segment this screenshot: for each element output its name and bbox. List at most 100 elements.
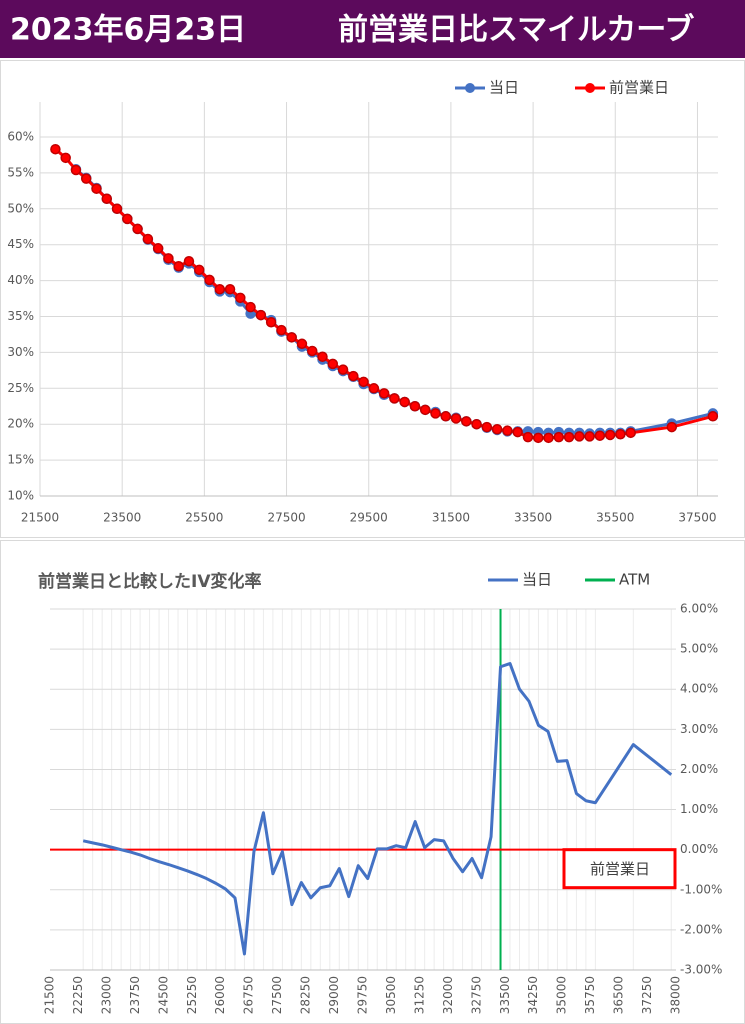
x-tick-label: 21500: [43, 976, 57, 1014]
point: [235, 292, 246, 304]
y-tick-label: 6.00%: [680, 602, 718, 616]
x-tick-label: 23000: [99, 976, 113, 1014]
panel: [0, 60, 745, 538]
x-tick-label: 31250: [412, 976, 426, 1014]
point: [471, 418, 482, 430]
point: [574, 431, 585, 442]
x-tick-label: 24500: [156, 976, 170, 1014]
x-tick-label: 32000: [441, 976, 455, 1014]
x-tick-label: 22250: [71, 976, 85, 1014]
point: [512, 426, 523, 438]
x-tick-label: 25250: [185, 976, 199, 1014]
point: [399, 396, 410, 408]
header-bar: [0, 0, 745, 58]
x-tick-label: 34250: [526, 976, 540, 1014]
point: [183, 255, 195, 267]
point: [214, 283, 226, 295]
y-tick-label: -2.00%: [680, 922, 722, 936]
point: [327, 358, 339, 370]
y-tick-label: 2.00%: [680, 762, 718, 776]
header-date: 2023年6月23日: [10, 13, 246, 48]
y-tick-label: 45%: [7, 237, 34, 251]
point: [522, 431, 534, 443]
y-tick-label: 35%: [7, 309, 34, 323]
y-tick-label: 10%: [7, 489, 34, 503]
point: [461, 416, 472, 427]
point: [224, 283, 236, 295]
point: [594, 430, 606, 441]
x-tick-label: 35500: [596, 511, 634, 525]
y-tick-label: 50%: [7, 201, 34, 215]
x-tick-label: 32750: [469, 976, 483, 1014]
legend-label: ATM: [619, 571, 650, 589]
x-tick-label: 38000: [669, 976, 683, 1014]
x-tick-label: 37250: [640, 976, 654, 1014]
point: [255, 309, 267, 321]
legend-label: 当日: [489, 79, 519, 97]
x-tick-label: 29000: [327, 976, 341, 1014]
point: [491, 423, 503, 435]
x-tick-label: 21500: [21, 511, 59, 525]
legend-marker: [465, 83, 475, 93]
x-tick-label: 25500: [185, 511, 223, 525]
y-tick-label: 20%: [7, 417, 34, 431]
y-tick-label: -1.00%: [680, 882, 722, 896]
x-tick-label: 31500: [432, 511, 470, 525]
x-tick-label: 26750: [242, 976, 256, 1014]
x-tick-label: 29750: [356, 976, 370, 1014]
x-tick-label: 29500: [350, 511, 388, 525]
x-tick-label: 28250: [299, 976, 313, 1014]
legend-marker: [585, 83, 595, 93]
point: [163, 253, 174, 264]
point: [666, 421, 678, 433]
point: [306, 345, 318, 357]
y-tick-label: 60%: [7, 130, 34, 144]
panel: [0, 540, 745, 1024]
header-title: 前営業日比スマイルカーブ: [338, 13, 694, 48]
annotation-box: [562, 848, 677, 890]
point: [707, 411, 719, 422]
point: [419, 404, 431, 416]
point: [265, 316, 277, 328]
point: [296, 338, 308, 350]
series-line: [82, 662, 673, 956]
point: [317, 351, 328, 362]
point: [358, 376, 369, 388]
point: [409, 401, 421, 412]
x-tick-label: 35750: [583, 976, 597, 1014]
point: [481, 421, 493, 433]
point: [348, 370, 359, 382]
point: [502, 425, 513, 436]
point: [173, 260, 184, 272]
point: [91, 183, 102, 194]
y-tick-label: 55%: [7, 165, 34, 179]
point: [286, 332, 297, 343]
point: [152, 243, 164, 254]
x-tick-label: 27500: [267, 511, 305, 525]
x-tick-label: 33500: [514, 511, 552, 525]
annotation: 前営業日: [590, 860, 650, 878]
y-tick-label: 4.00%: [680, 682, 718, 696]
x-tick-label: 37500: [678, 511, 716, 525]
point: [245, 301, 256, 313]
x-tick-label: 23500: [103, 511, 141, 525]
point: [532, 432, 544, 444]
legend-label: 前営業日: [609, 79, 669, 97]
point: [430, 408, 441, 419]
x-tick-label: 30500: [384, 976, 398, 1014]
point: [368, 383, 380, 394]
x-tick-label: 27500: [270, 976, 284, 1014]
x-tick-label: 23750: [128, 976, 142, 1014]
point: [193, 264, 205, 276]
y-tick-label: -3.00%: [680, 963, 722, 977]
point: [543, 432, 554, 444]
point: [70, 164, 82, 176]
point: [440, 411, 452, 422]
point: [276, 324, 287, 336]
point: [625, 427, 636, 439]
point: [50, 143, 61, 155]
point: [604, 429, 616, 441]
y-tick-label: 1.00%: [680, 802, 718, 816]
point: [111, 203, 123, 215]
